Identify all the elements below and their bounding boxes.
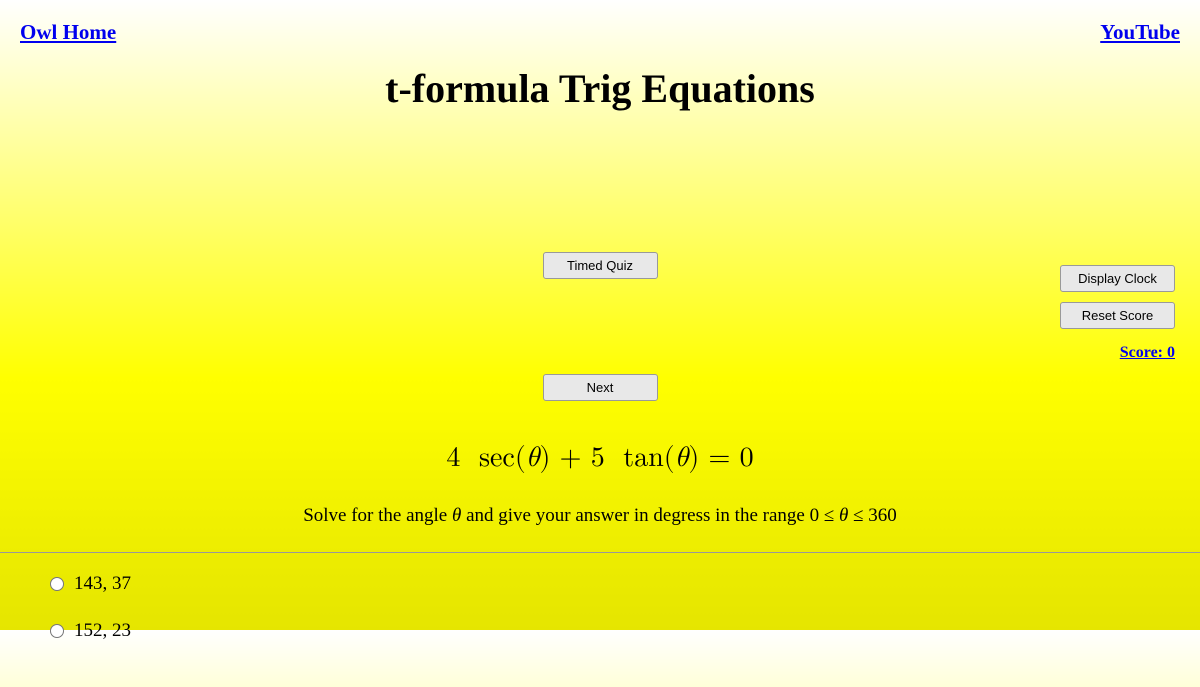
equation-display: 4 sec(θ) + 5 tan(θ) = 0 <box>0 441 1200 475</box>
option-radio-1[interactable] <box>50 577 64 591</box>
answer-options: 143, 37 152, 23 <box>0 553 1200 687</box>
score-link[interactable]: Score: 0 <box>1120 344 1175 362</box>
home-link[interactable]: Owl Home <box>20 20 116 45</box>
reset-score-button[interactable]: Reset Score <box>1060 302 1175 329</box>
option-label: 152, 23 <box>74 620 131 642</box>
option-row: 152, 23 <box>50 620 1150 642</box>
youtube-link[interactable]: YouTube <box>1100 20 1180 45</box>
instruction-text: Solve for the angle θ and give your answ… <box>0 505 1200 527</box>
next-button[interactable]: Next <box>543 374 658 401</box>
page-title: t-formula Trig Equations <box>0 65 1200 112</box>
timed-quiz-button[interactable]: Timed Quiz <box>543 252 658 279</box>
display-clock-button[interactable]: Display Clock <box>1060 265 1175 292</box>
option-label: 143, 37 <box>74 573 131 595</box>
option-row: 143, 37 <box>50 573 1150 595</box>
option-radio-2[interactable] <box>50 624 64 638</box>
